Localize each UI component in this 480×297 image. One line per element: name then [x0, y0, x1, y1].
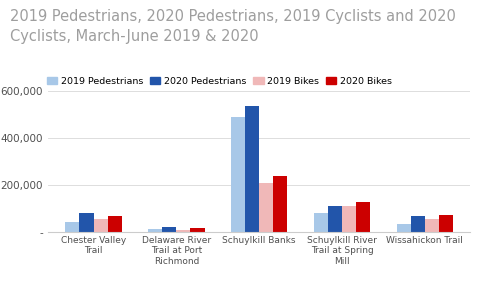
Bar: [245, 106, 259, 232]
Bar: [314, 214, 328, 232]
Bar: [108, 216, 122, 232]
Bar: [65, 222, 80, 232]
Bar: [191, 228, 204, 232]
Bar: [342, 206, 356, 232]
Bar: [328, 206, 342, 232]
Legend: 2019 Pedestrians, 2020 Pedestrians, 2019 Bikes, 2020 Bikes: 2019 Pedestrians, 2020 Pedestrians, 2019…: [43, 73, 396, 90]
Bar: [148, 229, 162, 232]
Bar: [396, 224, 411, 232]
Bar: [356, 202, 370, 232]
Bar: [273, 176, 288, 232]
Text: 2019 Pedestrians, 2020 Pedestrians, 2019 Cyclists and 2020
Cyclists, March-June : 2019 Pedestrians, 2020 Pedestrians, 2019…: [10, 9, 456, 44]
Bar: [439, 215, 453, 232]
Bar: [176, 230, 191, 232]
Bar: [411, 217, 425, 232]
Bar: [80, 213, 94, 232]
Bar: [162, 227, 176, 232]
Bar: [425, 219, 439, 232]
Bar: [94, 219, 108, 232]
Bar: [259, 183, 273, 232]
Bar: [231, 117, 245, 232]
